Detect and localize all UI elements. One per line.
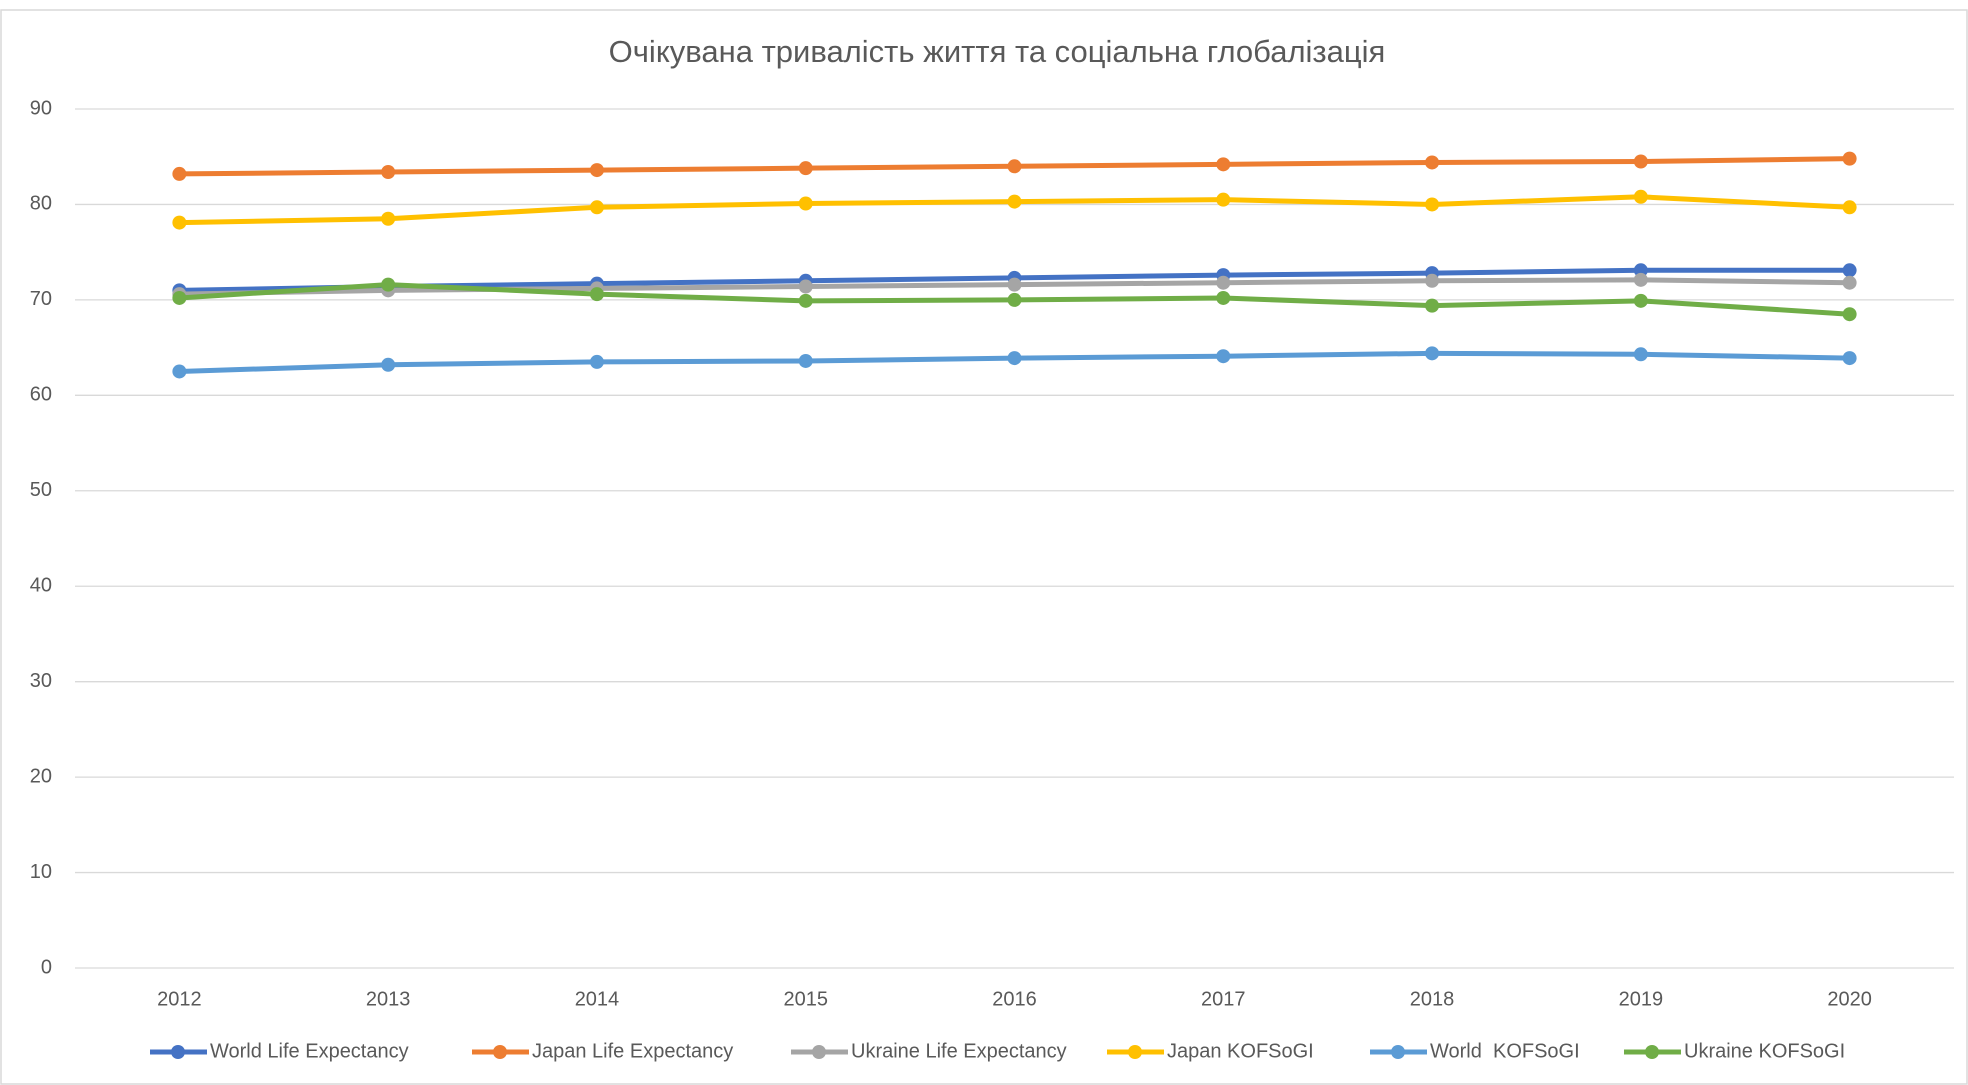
data-point <box>1216 275 1231 290</box>
data-point <box>381 211 396 226</box>
y-tick-label: 30 <box>30 670 52 692</box>
data-point <box>1842 151 1857 166</box>
legend-marker <box>1391 1045 1405 1059</box>
data-point <box>381 357 396 372</box>
y-tick-label: 40 <box>30 575 52 597</box>
x-tick-label: 2012 <box>157 988 202 1010</box>
x-tick-label: 2015 <box>783 988 828 1010</box>
data-point <box>172 364 187 379</box>
data-point <box>1425 298 1440 313</box>
y-tick-label: 60 <box>30 384 52 406</box>
data-point <box>1633 154 1648 169</box>
data-point <box>798 161 813 176</box>
chart-title: Очікувана тривалість життя та соціальна … <box>609 34 1386 69</box>
data-point <box>589 354 604 369</box>
data-point <box>798 293 813 308</box>
data-point <box>1216 157 1231 172</box>
data-point <box>798 279 813 294</box>
y-tick-label: 80 <box>30 193 52 215</box>
legend-marker <box>1645 1045 1659 1059</box>
y-tick-label: 50 <box>30 479 52 501</box>
x-tick-label: 2017 <box>1201 988 1246 1010</box>
data-point <box>172 166 187 181</box>
y-tick-label: 70 <box>30 288 52 310</box>
data-point <box>1007 159 1022 174</box>
legend-marker <box>1128 1045 1142 1059</box>
legend-label: World KOFSoGI <box>1430 1040 1580 1062</box>
data-point <box>1216 192 1231 207</box>
data-point <box>1007 351 1022 366</box>
data-point <box>1633 347 1648 362</box>
data-point <box>1633 189 1648 204</box>
data-point <box>1007 292 1022 307</box>
data-point <box>589 163 604 178</box>
y-tick-label: 0 <box>41 956 52 978</box>
data-point <box>1007 277 1022 292</box>
data-point <box>798 196 813 211</box>
legend-label: Japan KOFSoGI <box>1167 1040 1314 1062</box>
legend-label: Japan Life Expectancy <box>532 1040 733 1062</box>
data-point <box>1633 293 1648 308</box>
data-point <box>1425 346 1440 361</box>
data-point <box>1633 272 1648 287</box>
chart-border <box>0 9 1968 1085</box>
data-point <box>1842 200 1857 215</box>
legend-marker <box>812 1045 826 1059</box>
legend-label: Ukraine Life Expectancy <box>851 1040 1067 1062</box>
data-point <box>798 353 813 368</box>
legend-label: World Life Expectancy <box>210 1040 409 1062</box>
data-point <box>1425 155 1440 170</box>
data-point <box>1842 275 1857 290</box>
data-point <box>1425 197 1440 212</box>
data-point <box>1842 351 1857 366</box>
data-point <box>1425 273 1440 288</box>
data-point <box>1216 349 1231 364</box>
data-point <box>172 215 187 230</box>
data-point <box>1842 263 1857 278</box>
data-point <box>381 277 396 292</box>
data-point <box>589 200 604 215</box>
x-tick-label: 2014 <box>575 988 620 1010</box>
data-point <box>381 164 396 179</box>
data-point <box>172 290 187 305</box>
x-tick-label: 2013 <box>366 988 411 1010</box>
data-point <box>1842 307 1857 322</box>
x-tick-label: 2018 <box>1410 988 1455 1010</box>
data-point <box>589 287 604 302</box>
y-tick-label: 90 <box>30 97 52 119</box>
data-point <box>1007 194 1022 209</box>
x-tick-label: 2016 <box>992 988 1037 1010</box>
legend-marker <box>171 1045 185 1059</box>
data-point <box>1216 290 1231 305</box>
x-tick-label: 2019 <box>1619 988 1664 1010</box>
legend-marker <box>493 1045 507 1059</box>
legend-label: Ukraine KOFSoGI <box>1684 1040 1845 1062</box>
x-tick-label: 2020 <box>1827 988 1872 1010</box>
y-tick-label: 20 <box>30 765 52 787</box>
y-tick-label: 10 <box>30 861 52 883</box>
